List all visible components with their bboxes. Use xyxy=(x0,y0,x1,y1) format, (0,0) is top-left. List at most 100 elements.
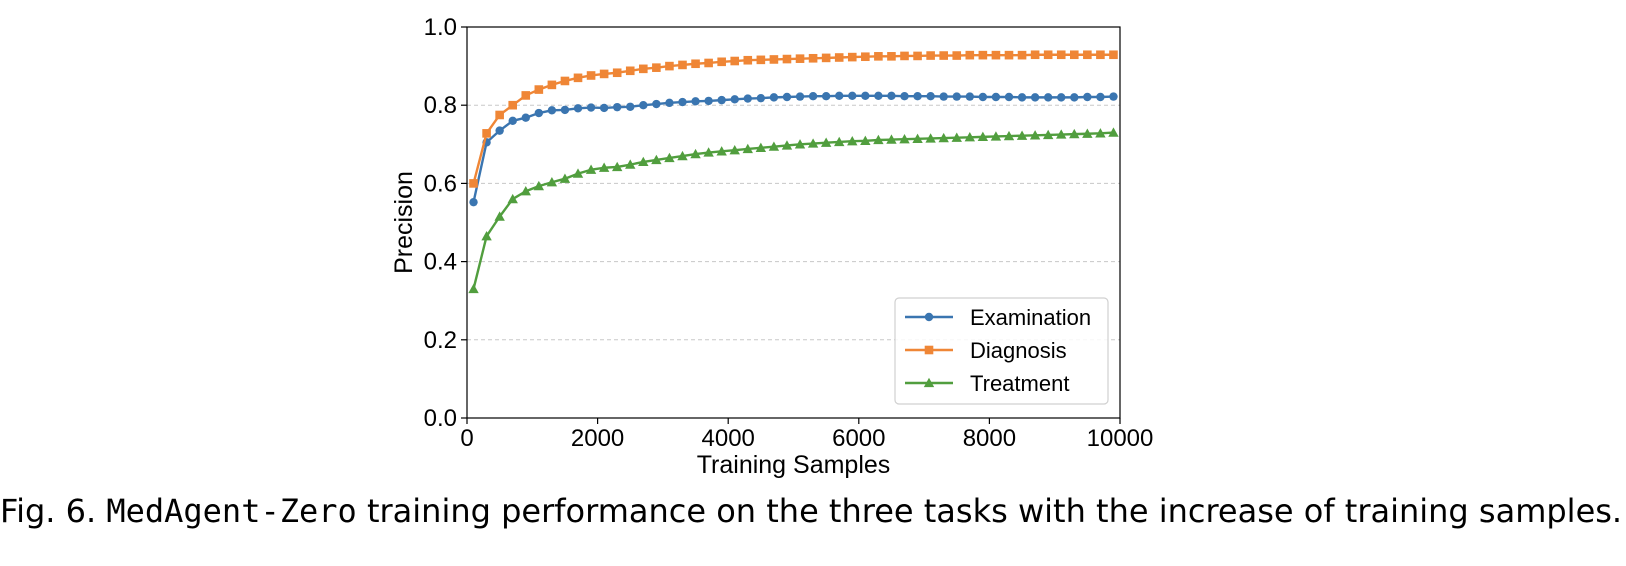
data-point-diagnosis xyxy=(1096,50,1105,60)
x-tick-label: 10000 xyxy=(1087,425,1154,452)
data-point-diagnosis xyxy=(639,64,648,74)
data-point-treatment xyxy=(847,135,858,146)
data-point-diagnosis xyxy=(586,71,596,80)
series-diagnosis xyxy=(469,50,1118,188)
data-point-treatment xyxy=(481,230,492,241)
data-point-treatment xyxy=(781,140,793,150)
data-point-diagnosis xyxy=(482,129,491,138)
data-point-diagnosis xyxy=(730,56,740,66)
data-point-treatment xyxy=(834,136,845,147)
data-point-examination xyxy=(861,91,870,101)
caption-prefix: Fig. 6. xyxy=(0,492,97,530)
data-point-treatment xyxy=(794,139,806,149)
data-point-examination xyxy=(1070,93,1079,102)
data-point-diagnosis xyxy=(1030,50,1040,60)
series-line-examination xyxy=(472,94,1114,203)
data-point-examination xyxy=(1083,92,1092,102)
data-point-examination xyxy=(652,99,661,109)
data-point-examination xyxy=(678,97,687,107)
x-tick-label: 6000 xyxy=(832,425,885,452)
x-tick-label: 2000 xyxy=(571,425,624,452)
data-point-treatment xyxy=(860,135,871,145)
data-point-examination xyxy=(1017,93,1027,102)
y-tick-label: 0.0 xyxy=(424,405,457,432)
data-point-diagnosis xyxy=(665,61,674,71)
legend-marker xyxy=(924,312,934,322)
data-point-diagnosis xyxy=(521,91,531,100)
data-point-diagnosis xyxy=(769,55,779,64)
data-point-diagnosis xyxy=(469,179,478,188)
data-point-diagnosis xyxy=(1017,50,1027,60)
data-point-examination xyxy=(965,92,975,101)
data-point-treatment xyxy=(977,131,989,142)
series-layer xyxy=(468,50,1119,294)
data-point-treatment xyxy=(886,134,897,144)
data-point-diagnosis xyxy=(874,52,883,61)
data-point-examination xyxy=(848,91,857,101)
data-point-examination xyxy=(1030,93,1040,102)
data-point-examination xyxy=(939,92,948,101)
data-point-examination xyxy=(665,98,674,108)
legend-label: Examination xyxy=(970,305,1091,330)
data-point-diagnosis xyxy=(1109,50,1118,60)
data-point-treatment xyxy=(1095,128,1106,138)
data-point-examination xyxy=(887,91,896,101)
data-point-diagnosis xyxy=(547,80,557,90)
data-point-treatment xyxy=(690,148,701,159)
legend-frame xyxy=(894,297,1109,405)
data-point-diagnosis xyxy=(756,55,766,65)
y-tick-label: 0.2 xyxy=(424,327,457,354)
data-point-examination xyxy=(469,197,478,207)
data-point-diagnosis xyxy=(1083,50,1092,60)
data-point-examination xyxy=(704,96,713,106)
data-point-examination xyxy=(1109,92,1118,101)
data-point-treatment xyxy=(1042,129,1054,140)
data-point-diagnosis xyxy=(913,51,922,61)
data-point-treatment xyxy=(468,283,479,294)
data-point-treatment xyxy=(664,152,675,163)
data-point-diagnosis xyxy=(1004,50,1014,60)
data-point-diagnosis xyxy=(847,52,857,62)
data-point-examination xyxy=(808,92,818,101)
data-point-treatment xyxy=(611,161,623,172)
y-tick-label: 1.0 xyxy=(424,14,457,41)
data-point-treatment xyxy=(1069,128,1080,139)
data-point-examination xyxy=(586,103,596,112)
data-point-diagnosis xyxy=(691,59,700,69)
data-point-diagnosis xyxy=(978,50,988,60)
data-point-examination xyxy=(900,92,909,101)
data-point-diagnosis xyxy=(1043,50,1053,60)
data-point-diagnosis xyxy=(939,51,948,60)
series-line-diagnosis xyxy=(472,53,1114,184)
data-point-treatment xyxy=(559,173,571,183)
legend-marker xyxy=(924,345,934,355)
data-point-treatment xyxy=(755,142,767,152)
legend-item-treatment: Treatment xyxy=(905,371,1069,396)
data-point-diagnosis xyxy=(704,58,713,68)
data-point-treatment xyxy=(494,211,505,221)
data-point-diagnosis xyxy=(900,51,909,61)
y-axis-label: Precision xyxy=(390,171,418,274)
data-point-treatment xyxy=(1003,130,1015,141)
data-point-treatment xyxy=(585,164,597,174)
data-point-examination xyxy=(730,95,739,104)
x-tick-label: 4000 xyxy=(702,425,755,452)
data-point-examination xyxy=(495,126,504,135)
series-line-treatment xyxy=(472,131,1114,290)
data-point-treatment xyxy=(1108,127,1119,137)
axis-ticks: 0.0 0.2 0.4 0.6 0.8 1.0 0 2000 4000 6000 8000 10000 xyxy=(424,14,1154,452)
data-point-examination xyxy=(1096,92,1105,102)
data-point-diagnosis xyxy=(834,53,844,62)
data-point-diagnosis xyxy=(495,110,504,120)
data-point-diagnosis xyxy=(795,54,805,63)
data-point-treatment xyxy=(703,147,714,157)
y-tick-label: 0.8 xyxy=(424,92,457,119)
data-point-examination xyxy=(795,92,805,101)
data-point-treatment xyxy=(873,134,884,145)
data-point-diagnosis xyxy=(991,50,1001,60)
x-axis-label: Training Samples xyxy=(697,451,891,479)
data-point-treatment xyxy=(729,144,740,155)
data-point-examination xyxy=(952,92,961,101)
data-point-examination xyxy=(991,92,1001,102)
data-point-treatment xyxy=(1016,130,1028,140)
